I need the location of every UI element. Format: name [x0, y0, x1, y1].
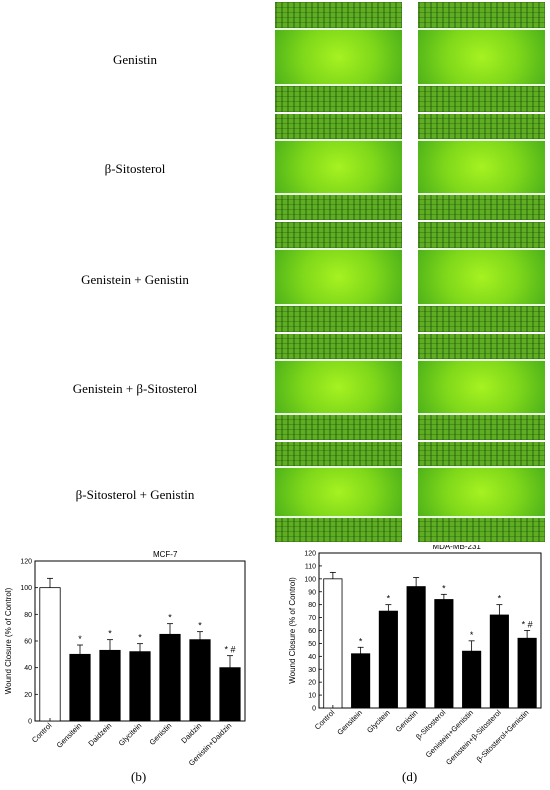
y-tick-label: 100 [20, 585, 32, 592]
x-tick-label: Daidzin [179, 721, 203, 745]
bar [323, 578, 343, 709]
chart-mcf7-wound-closure: MCF-7 Wound Closure (% of Control) 0 20 40 60… [4, 550, 246, 768]
x-tick-label: Gensitein [55, 721, 84, 750]
micrograph-mcf7-sitosterol [275, 114, 402, 220]
y-tick-label: 110 [305, 563, 316, 570]
row-label-sitosterol-genistin: β-Sitosterol + Genistin [75, 487, 195, 502]
panel-label-d: (d) [402, 769, 418, 784]
significance-marker: * [359, 636, 363, 646]
y-tick-label: 30 [308, 667, 316, 674]
significance-marker: * [442, 583, 446, 593]
y-tick-label: 0 [312, 706, 316, 713]
y-tick-label: 80 [24, 612, 32, 619]
bar [39, 587, 61, 722]
significance-marker: * [470, 630, 474, 640]
y-tick-label: 60 [24, 639, 32, 646]
x-tick-label: β-Sitosterol+Genistin [475, 708, 531, 764]
y-tick-label: 90 [308, 589, 316, 596]
significance-marker: * [138, 633, 142, 643]
row-label-genistein-genistin: Genistein + Genistin [81, 272, 189, 287]
x-tick-label: Gensitein [335, 708, 364, 737]
chart-mdamb231-wound-closure: MDA-MB-231 Wound Closure (% of Control) 0 1… [288, 545, 542, 767]
x-tick-label: Daidzein [86, 721, 113, 748]
bar [434, 599, 454, 709]
significance-marker: * [168, 613, 172, 623]
y-axis-label: Wound Closure (% of Control) [4, 587, 13, 694]
y-tick-label: 120 [20, 559, 32, 566]
micrograph-mdamb231-genistin [418, 2, 545, 112]
y-axis-label: Wound Closure (% of Control) [288, 577, 297, 684]
bar [351, 653, 371, 709]
x-tick-label: Genistein+Genistin [424, 708, 475, 759]
significance-marker: * [108, 629, 112, 639]
micrograph-mcf7-genistin [275, 2, 402, 112]
significance-marker: * # [224, 645, 235, 655]
bar [378, 610, 398, 709]
y-tick-label: 120 [304, 551, 316, 558]
micrograph-mdamb231-sitosterol-genistin [418, 442, 545, 542]
y-tick-label: 20 [308, 680, 316, 687]
significance-marker: * # [522, 620, 533, 630]
bar [219, 667, 241, 722]
micrograph-mcf7-genistein-genistin [275, 222, 402, 332]
x-tick-label: Control [30, 721, 54, 745]
micrograph-mdamb231-genistein-genistin [418, 222, 545, 332]
y-tick-label: 80 [308, 602, 316, 609]
bar [69, 653, 91, 722]
bar [517, 637, 537, 709]
y-tick-label: 70 [308, 615, 316, 622]
row-label-genistin: Genistin [112, 52, 158, 67]
y-tick-label: 10 [308, 693, 316, 700]
row-label-genistein-sitosterol: Genistein + β-Sitosterol [72, 381, 198, 396]
panel-label-b: (b) [131, 769, 147, 784]
bar [406, 586, 426, 709]
x-tick-label: Genistin [394, 708, 420, 734]
micrograph-mdamb231-sitosterol [418, 114, 545, 220]
row-label-sitosterol: β-Sitosterol [104, 161, 166, 176]
y-tick-label: 20 [24, 692, 32, 699]
significance-marker: * [498, 594, 502, 604]
x-tick-label: Control [313, 708, 337, 732]
micrograph-mcf7-genistein-sitosterol [275, 334, 402, 440]
x-tick-label: Glycitein [365, 708, 392, 735]
significance-marker: * [198, 621, 202, 631]
chart-title: MCF-7 [153, 550, 178, 559]
x-tick-label: Glycitein [117, 721, 144, 748]
y-tick-label: 100 [304, 576, 316, 583]
chart-title: MDA-MB-231 [432, 545, 481, 551]
bar [99, 649, 121, 722]
y-tick-label: 0 [28, 719, 32, 726]
micrograph-mdamb231-genistein-sitosterol [418, 334, 545, 440]
bar [189, 639, 211, 722]
significance-marker: * [387, 594, 391, 604]
bar [489, 614, 509, 709]
bar [159, 633, 181, 722]
y-tick-label: 50 [308, 641, 316, 648]
y-tick-label: 60 [308, 628, 316, 635]
y-tick-label: 40 [24, 665, 32, 672]
x-tick-label: Genistin [148, 721, 174, 747]
micrograph-mcf7-sitosterol-genistin [275, 442, 402, 542]
y-tick-label: 40 [308, 654, 316, 661]
bar [129, 651, 151, 722]
significance-marker: * [78, 634, 82, 644]
bar [462, 650, 482, 709]
